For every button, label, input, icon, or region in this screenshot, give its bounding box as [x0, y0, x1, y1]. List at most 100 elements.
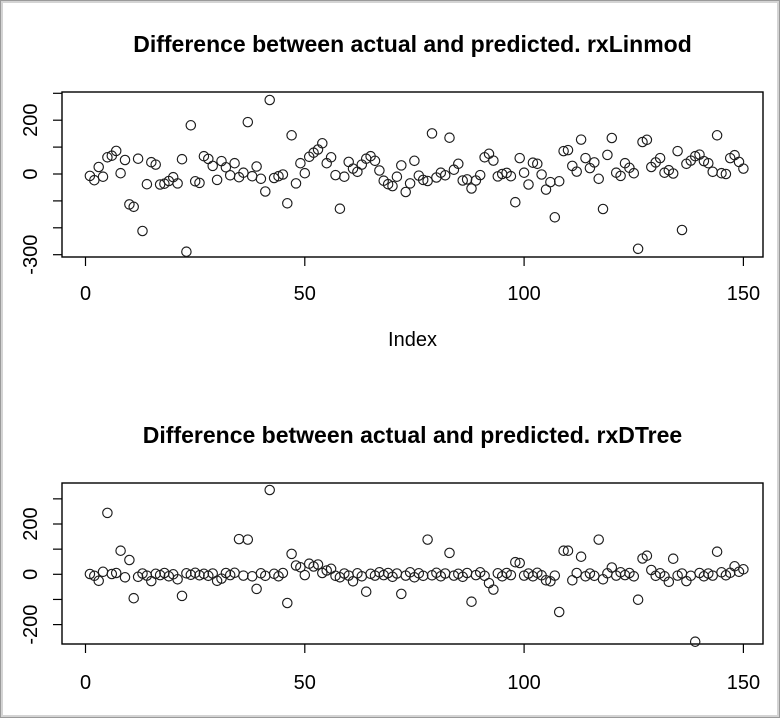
data-point — [242, 534, 254, 545]
data-point — [589, 570, 600, 582]
data-point — [290, 178, 302, 189]
data-point — [110, 145, 122, 157]
data-point — [255, 173, 267, 185]
data-point — [417, 174, 429, 186]
data-point — [106, 568, 118, 580]
data-point — [119, 572, 131, 583]
data-point — [238, 570, 249, 581]
data-point — [286, 130, 297, 141]
data-point — [347, 576, 359, 587]
data-point — [325, 152, 337, 163]
data-point — [312, 559, 324, 570]
data-point — [505, 170, 517, 182]
x-tick-label: 50 — [294, 283, 316, 305]
data-point — [189, 176, 201, 187]
data-point — [229, 157, 240, 169]
data-point — [457, 175, 468, 186]
data-point — [277, 169, 289, 180]
data-point — [93, 161, 104, 173]
data-point — [246, 170, 258, 182]
data-point — [246, 571, 258, 582]
data-point — [488, 584, 499, 595]
data-point — [220, 162, 232, 173]
data-point — [483, 577, 495, 589]
data-point — [102, 152, 113, 163]
data-point — [514, 557, 525, 569]
data-point — [343, 156, 354, 168]
plot-box — [61, 482, 764, 645]
data-point — [488, 155, 499, 166]
x-tick-label: 0 — [80, 283, 91, 305]
data-point — [426, 128, 438, 139]
data-point — [562, 545, 574, 556]
data-point — [233, 533, 245, 545]
plot-box — [61, 91, 764, 258]
data-point — [216, 155, 227, 167]
x-tick-label: 100 — [507, 672, 540, 694]
data-point — [207, 160, 218, 172]
data-point — [360, 586, 372, 597]
data-point — [273, 170, 284, 182]
x-tick-label: 150 — [727, 283, 760, 305]
data-point — [391, 171, 403, 182]
data-point — [571, 166, 582, 177]
data-point — [404, 178, 416, 189]
y-tick-label: -200 — [20, 605, 42, 645]
data-point — [707, 166, 718, 178]
data-point — [453, 158, 464, 170]
data-point — [115, 167, 126, 179]
data-point — [716, 167, 727, 179]
data-point — [667, 553, 679, 564]
data-point — [102, 507, 113, 519]
data-point — [110, 567, 122, 579]
data-point — [571, 567, 582, 579]
data-point — [663, 576, 675, 588]
data-point — [580, 152, 591, 164]
data-point — [553, 176, 565, 187]
data-point — [242, 116, 254, 128]
data-point — [334, 203, 346, 214]
data-point — [339, 171, 350, 182]
data-point — [299, 569, 311, 581]
data-point — [444, 547, 455, 559]
data-point — [474, 169, 486, 181]
data-point — [422, 534, 433, 545]
x-axis-label-index: Index — [388, 329, 437, 351]
data-point — [299, 167, 311, 179]
data-point — [172, 574, 183, 585]
data-point — [115, 545, 126, 556]
data-point — [409, 155, 420, 167]
data-point — [540, 575, 552, 586]
data-point — [518, 167, 530, 178]
data-point — [387, 180, 398, 192]
data-point — [632, 243, 644, 255]
data-point — [558, 145, 569, 157]
data-point — [141, 178, 153, 190]
data-point — [720, 168, 732, 180]
data-point — [589, 157, 600, 168]
data-point — [575, 551, 587, 562]
data-point — [97, 171, 109, 182]
data-point — [505, 569, 517, 581]
data-point — [176, 590, 188, 602]
data-point — [510, 196, 521, 208]
data-point — [400, 186, 411, 198]
chart-title-rxlinmod: Difference between actual and predicted.… — [133, 31, 692, 57]
data-point — [602, 149, 613, 161]
data-point — [466, 183, 477, 194]
data-point — [711, 546, 723, 557]
data-point — [641, 134, 653, 146]
data-point — [286, 548, 297, 560]
data-point — [251, 161, 262, 172]
data-point — [439, 170, 451, 181]
data-point — [321, 565, 332, 576]
y-tick-label: 0 — [20, 168, 42, 179]
data-point — [606, 562, 618, 573]
data-point — [536, 169, 547, 180]
data-point — [89, 174, 100, 186]
data-point — [128, 592, 139, 604]
y-tick-label: 0 — [20, 569, 42, 580]
y-tick-label: 200 — [20, 507, 42, 540]
data-point — [194, 177, 205, 189]
